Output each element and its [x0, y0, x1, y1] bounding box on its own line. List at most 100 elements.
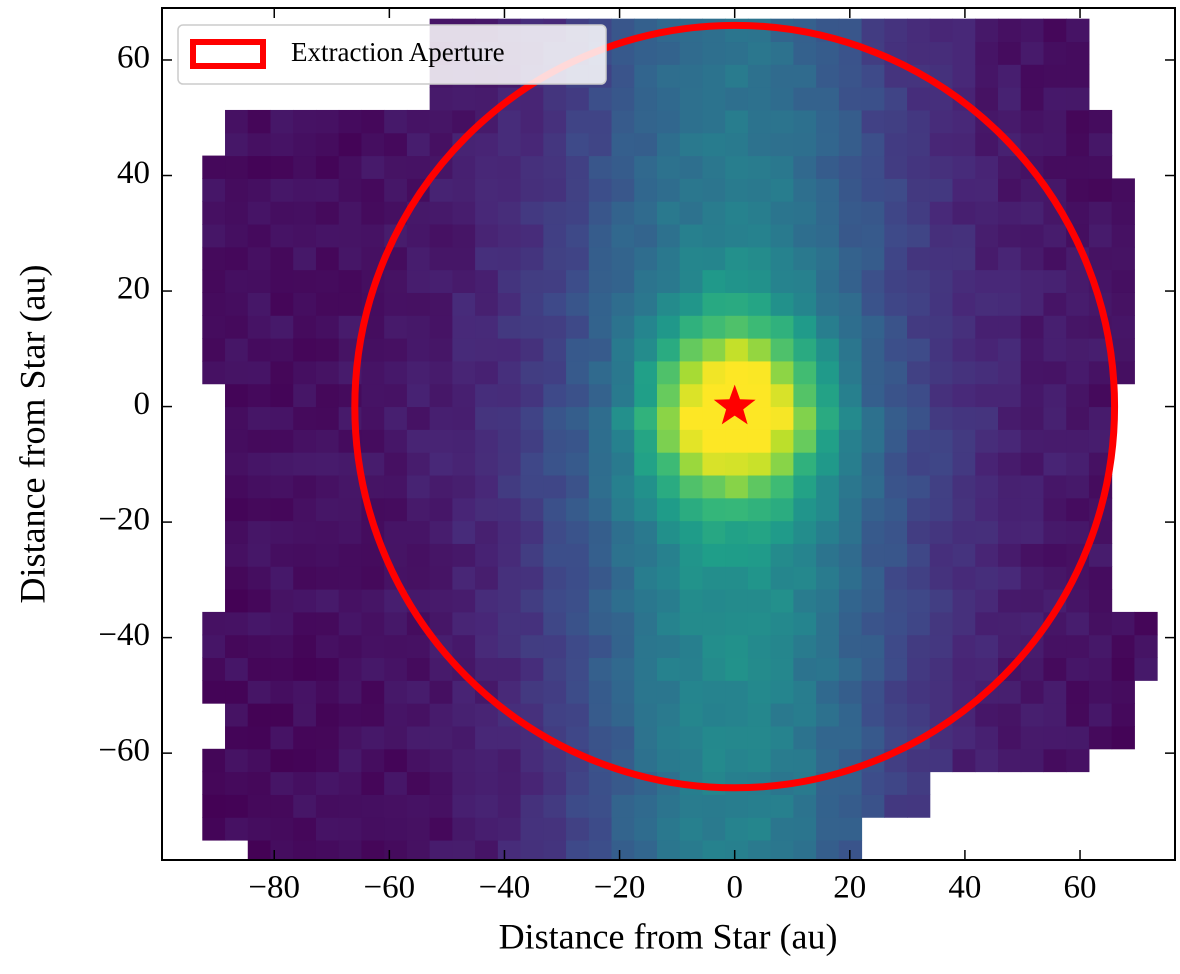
heatmap-cell: [1066, 110, 1089, 133]
heatmap-cell: [316, 361, 339, 384]
heatmap-cell: [657, 817, 680, 840]
heatmap-cell: [930, 361, 953, 384]
heatmap-cell: [498, 794, 521, 817]
heatmap-cell: [1066, 361, 1089, 384]
heatmap-cell: [1021, 361, 1044, 384]
heatmap-cell: [430, 749, 453, 772]
heatmap-cell: [498, 498, 521, 521]
heatmap-cell: [725, 42, 748, 65]
heatmap-cell: [998, 498, 1021, 521]
heatmap-cell: [498, 315, 521, 338]
heatmap-cell: [748, 270, 771, 293]
heatmap-cell: [725, 178, 748, 201]
heatmap-cell: [589, 133, 612, 156]
heatmap-cell: [907, 87, 930, 110]
heatmap-cell: [748, 429, 771, 452]
heatmap-cell: [316, 772, 339, 795]
heatmap-cell: [361, 772, 384, 795]
heatmap-cell: [702, 543, 725, 566]
heatmap-cell: [680, 247, 703, 270]
heatmap-cell: [521, 407, 544, 430]
heatmap-cell: [998, 384, 1021, 407]
heatmap-cell: [634, 703, 657, 726]
heatmap-cell: [634, 612, 657, 635]
heatmap-cell: [248, 612, 271, 635]
heatmap-cell: [384, 635, 407, 658]
heatmap-cell: [634, 794, 657, 817]
heatmap-cell: [384, 315, 407, 338]
heatmap-cell: [793, 521, 816, 544]
heatmap-cell: [975, 407, 998, 430]
heatmap-cell: [1043, 521, 1066, 544]
heatmap-cell: [953, 64, 976, 87]
heatmap-cell: [884, 407, 907, 430]
heatmap-cell: [225, 178, 248, 201]
heatmap-cell: [1089, 703, 1112, 726]
heatmap-cell: [339, 543, 362, 566]
heatmap-cell: [702, 794, 725, 817]
heatmap-cell: [498, 133, 521, 156]
heatmap-cell: [248, 658, 271, 681]
heatmap-cell: [953, 315, 976, 338]
heatmap-cell: [339, 817, 362, 840]
heatmap-cell: [884, 292, 907, 315]
heatmap-cell: [498, 658, 521, 681]
heatmap-cell: [248, 133, 271, 156]
heatmap-cell: [361, 612, 384, 635]
heatmap-cell: [657, 87, 680, 110]
heatmap-cell: [270, 794, 293, 817]
heatmap-cell: [975, 612, 998, 635]
heatmap-cell: [543, 292, 566, 315]
heatmap-cell: [384, 384, 407, 407]
heatmap-cell: [543, 201, 566, 224]
heatmap-cell: [1021, 680, 1044, 703]
heatmap-cell: [248, 338, 271, 361]
heatmap-cell: [612, 110, 635, 133]
heatmap-cell: [566, 521, 589, 544]
heatmap-cell: [953, 224, 976, 247]
heatmap-cell: [293, 361, 316, 384]
heatmap-cell: [1066, 338, 1089, 361]
heatmap-cell: [316, 315, 339, 338]
heatmap-cell: [612, 840, 635, 860]
heatmap-cell: [498, 361, 521, 384]
heatmap-cell: [589, 407, 612, 430]
heatmap-cell: [361, 452, 384, 475]
heatmap-cell: [930, 407, 953, 430]
heatmap-cell: [521, 749, 544, 772]
heatmap-cell: [612, 224, 635, 247]
heatmap-cell: [430, 429, 453, 452]
heatmap-cell: [612, 87, 635, 110]
heatmap-cell: [475, 658, 498, 681]
heatmap-cell: [361, 840, 384, 860]
heatmap-cell: [953, 658, 976, 681]
heatmap-cell: [361, 658, 384, 681]
heatmap-cell: [248, 201, 271, 224]
heatmap-cell: [521, 133, 544, 156]
x-tick-label: −40: [479, 870, 531, 906]
heatmap-cell: [361, 749, 384, 772]
heatmap-cell: [930, 543, 953, 566]
heatmap-cell: [543, 521, 566, 544]
heatmap-cell: [225, 703, 248, 726]
heatmap-cell: [702, 635, 725, 658]
heatmap-cell: [793, 270, 816, 293]
heatmap-cell: [816, 224, 839, 247]
heatmap-cell: [839, 407, 862, 430]
heatmap-cell: [702, 612, 725, 635]
heatmap-cell: [634, 475, 657, 498]
chart: Distance from Star (au) Distance from St…: [0, 0, 1180, 969]
heatmap-cell: [771, 247, 794, 270]
heatmap-cell: [543, 749, 566, 772]
heatmap-cell: [862, 64, 885, 87]
heatmap-cell: [884, 201, 907, 224]
heatmap-cell: [702, 521, 725, 544]
heatmap-cell: [725, 201, 748, 224]
heatmap-cell: [953, 475, 976, 498]
heatmap-cell: [907, 42, 930, 65]
heatmap-cell: [793, 452, 816, 475]
heatmap-cell: [748, 178, 771, 201]
heatmap-cell: [975, 749, 998, 772]
heatmap-cell: [748, 566, 771, 589]
heatmap-cell: [543, 840, 566, 860]
